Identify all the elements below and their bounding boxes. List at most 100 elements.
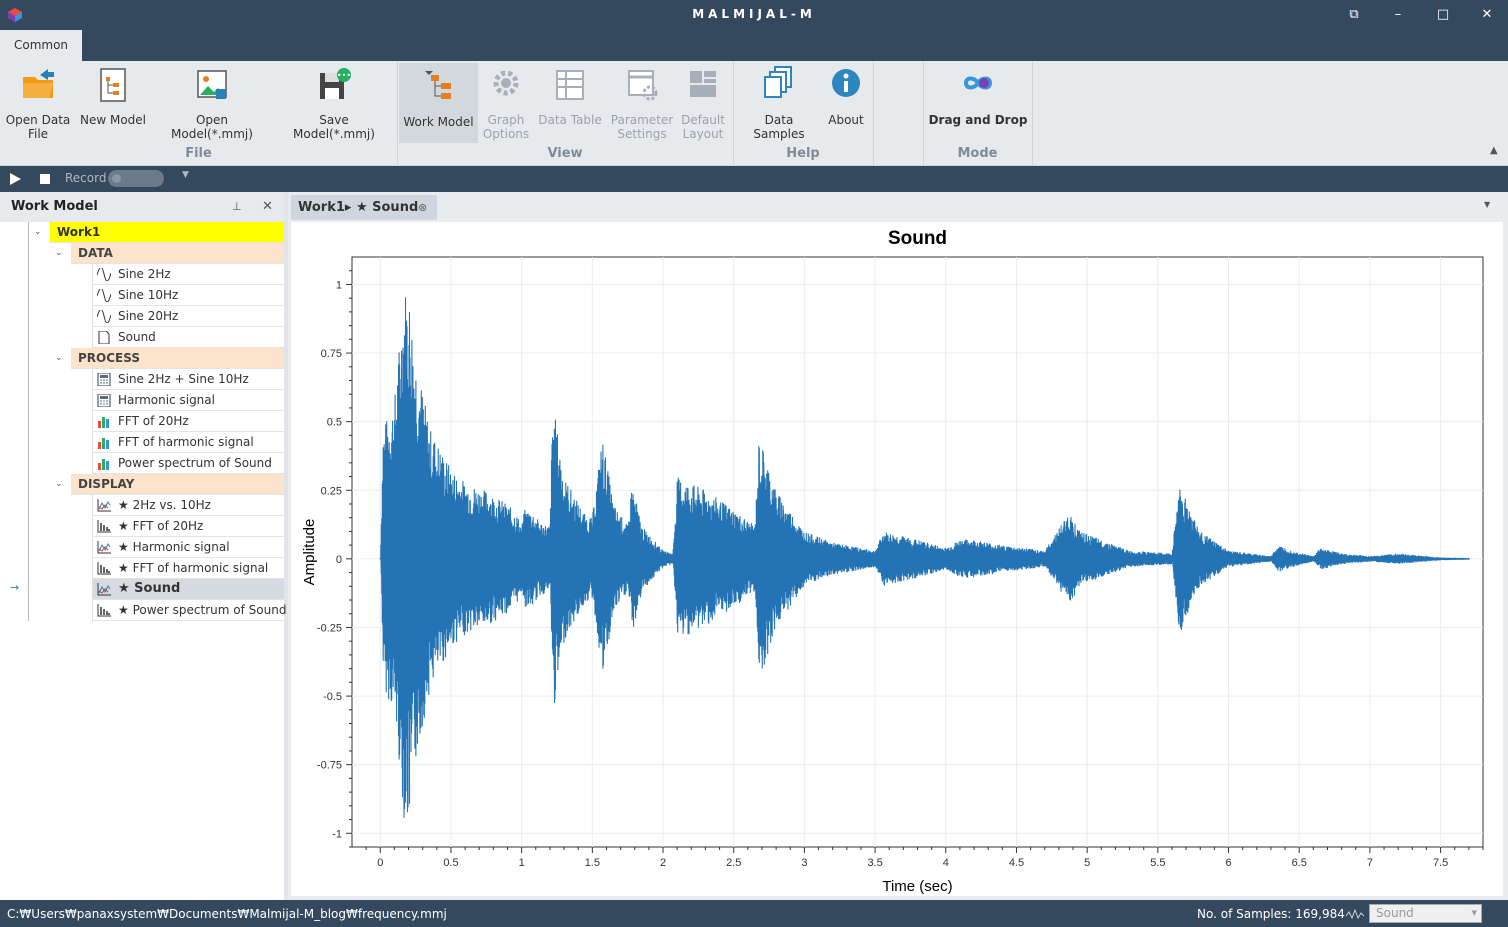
record-label: Record xyxy=(65,171,107,185)
play-icon[interactable] xyxy=(10,173,21,185)
record-bar: Record ▼ xyxy=(0,166,1508,192)
save-model-button[interactable]: ••• Save Model(*.mmj) xyxy=(278,63,390,141)
tree-item[interactable]: ★ 2Hz vs. 10Hz xyxy=(92,495,284,516)
x-tick-label: 0 xyxy=(377,857,383,869)
x-tick-label: 1.5 xyxy=(585,857,600,869)
sine-icon xyxy=(97,289,111,302)
open-data-file-button[interactable]: Open Data File xyxy=(4,63,72,141)
tree-category-data[interactable]: DATA xyxy=(71,243,284,264)
expand-category-icon[interactable]: ⌄ xyxy=(55,248,63,258)
tree-item-label: ★ FFT of harmonic signal xyxy=(118,561,269,575)
expand-root-icon[interactable]: ⌄ xyxy=(34,227,42,237)
tree-item-label: FFT of harmonic signal xyxy=(118,435,254,449)
work-model-button[interactable]: Work Model xyxy=(399,63,478,143)
tree-item[interactable]: ★ Sound xyxy=(92,579,284,600)
y-tick-label: 0.75 xyxy=(321,348,342,360)
bar-chart-icon xyxy=(98,438,109,449)
work-model-pane: Work Model ⊥ ✕ ⌄ Work1 ⌄ DATA Sine 2Hz Sine 1… xyxy=(0,192,288,900)
data-samples-button[interactable]: Data Samples xyxy=(738,63,820,141)
group-help-label: Help xyxy=(786,146,820,161)
drag-and-drop-label: Drag and Drop xyxy=(928,113,1028,127)
new-model-button[interactable]: New Model xyxy=(78,63,148,127)
window-title: MALMIJAL-M xyxy=(692,7,816,21)
maximize-button[interactable]: □ xyxy=(1436,7,1450,22)
histogram-icon xyxy=(97,604,111,617)
tree-item[interactable]: Sine 2Hz xyxy=(92,264,284,285)
parameter-settings-label: Parameter Settings xyxy=(610,113,674,141)
stop-icon[interactable] xyxy=(40,174,50,184)
tree-item-label: Sine 10Hz xyxy=(118,288,179,302)
graph-options-button[interactable]: Graph Options xyxy=(480,63,532,141)
parameter-settings-icon xyxy=(624,63,660,109)
expand-category-icon[interactable]: ⌄ xyxy=(55,353,63,363)
document-area: Work1▸ ★ Sound ⊗ ▼ Sound 0 0.5 1 1.5 2 2.5 3 3.5… xyxy=(288,192,1508,900)
tree-item[interactable]: ★ FFT of harmonic signal xyxy=(92,558,284,579)
collapse-ribbon-icon[interactable]: ▲ xyxy=(1490,145,1498,156)
minimize-button[interactable]: – xyxy=(1394,7,1402,22)
data-samples-icon xyxy=(761,63,797,109)
y-tick-label: 0 xyxy=(336,554,342,566)
tab-common[interactable]: Common xyxy=(0,30,82,61)
tree-root-work1[interactable]: Work1 xyxy=(50,222,284,243)
close-pane-icon[interactable]: ✕ xyxy=(262,199,273,214)
restore-layout-icon[interactable]: ⧉ xyxy=(1349,7,1359,22)
sine-icon xyxy=(97,268,111,281)
tree-item[interactable]: Sine 2Hz + Sine 10Hz xyxy=(92,369,284,390)
bar-chart-icon xyxy=(98,417,109,428)
tree-item-label: ★ 2Hz vs. 10Hz xyxy=(118,498,211,512)
tree-item[interactable]: ★ Harmonic signal xyxy=(92,537,284,558)
pin-icon[interactable]: ⊥ xyxy=(232,200,242,213)
chevron-down-icon: ▼ xyxy=(1471,909,1477,917)
x-tick-label: 0.5 xyxy=(443,857,458,869)
work-model-header: Work Model ⊥ ✕ xyxy=(0,192,284,222)
tree-item[interactable]: Power spectrum of Sound xyxy=(92,453,284,474)
data-table-button[interactable]: Data Table xyxy=(538,63,602,127)
x-tick-label: 1 xyxy=(519,857,525,869)
tree-category-display[interactable]: DISPLAY xyxy=(71,474,284,495)
tree-item-label: ★ Power spectrum of Sound xyxy=(118,603,287,617)
app-logo-icon xyxy=(8,8,22,22)
open-model-button[interactable]: Open Model(*.mmj) xyxy=(154,63,270,141)
default-layout-button[interactable]: Default Layout xyxy=(680,63,726,141)
new-model-icon xyxy=(95,63,131,109)
about-button[interactable]: About xyxy=(824,63,868,127)
series-select-value: Sound xyxy=(1376,906,1414,920)
tab-work1-sound[interactable]: Work1▸ ★ Sound ⊗ xyxy=(291,195,437,220)
y-tick-label: 0.25 xyxy=(321,485,342,497)
tree-item-label: FFT of 20Hz xyxy=(118,414,189,428)
drag-and-drop-button[interactable]: Drag and Drop xyxy=(928,63,1028,127)
current-item-arrow-icon: → xyxy=(10,581,20,594)
parameter-settings-button[interactable]: Parameter Settings xyxy=(610,63,674,141)
tree-item-label: ★ FFT of 20Hz xyxy=(118,519,204,533)
line-chart-icon xyxy=(97,541,111,554)
tree-item[interactable]: Sound xyxy=(92,327,284,348)
work-model-title: Work Model xyxy=(11,199,98,214)
close-button[interactable]: ✕ xyxy=(1481,7,1493,22)
x-tick-label: 6.5 xyxy=(1292,857,1307,869)
open-data-file-label: Open Data File xyxy=(5,113,71,141)
waveform-icon xyxy=(1346,908,1364,920)
close-tab-icon[interactable]: ⊗ xyxy=(418,201,428,214)
tree-category-process[interactable]: PROCESS xyxy=(71,348,284,369)
tree-item-label: Power spectrum of Sound xyxy=(118,456,272,470)
y-tick-label: -0.75 xyxy=(317,760,342,772)
record-dropdown-icon[interactable]: ▼ xyxy=(182,170,189,180)
expand-category-icon[interactable]: ⌄ xyxy=(55,479,63,489)
y-tick-label: 1 xyxy=(336,279,342,291)
data-samples-label: Data Samples xyxy=(753,113,805,141)
work-model-icon xyxy=(421,65,457,111)
tree-item[interactable]: Harmonic signal xyxy=(92,390,284,411)
histogram-icon xyxy=(97,562,111,575)
tree-item[interactable]: Sine 10Hz xyxy=(92,285,284,306)
record-toggle[interactable] xyxy=(108,170,164,187)
open-model-icon xyxy=(194,63,230,109)
tree-item[interactable]: FFT of harmonic signal xyxy=(92,432,284,453)
tree-item[interactable]: ★ FFT of 20Hz xyxy=(92,516,284,537)
series-select[interactable]: Sound ▼ xyxy=(1369,904,1482,923)
tab-list-dropdown-icon[interactable]: ▼ xyxy=(1484,200,1491,209)
tree-item-label: Harmonic signal xyxy=(118,393,215,407)
tree-item[interactable]: FFT of 20Hz xyxy=(92,411,284,432)
y-tick-label: -0.5 xyxy=(323,691,342,703)
tree-item[interactable]: Sine 20Hz xyxy=(92,306,284,327)
tree-item[interactable]: ★ Power spectrum of Sound xyxy=(92,600,287,621)
